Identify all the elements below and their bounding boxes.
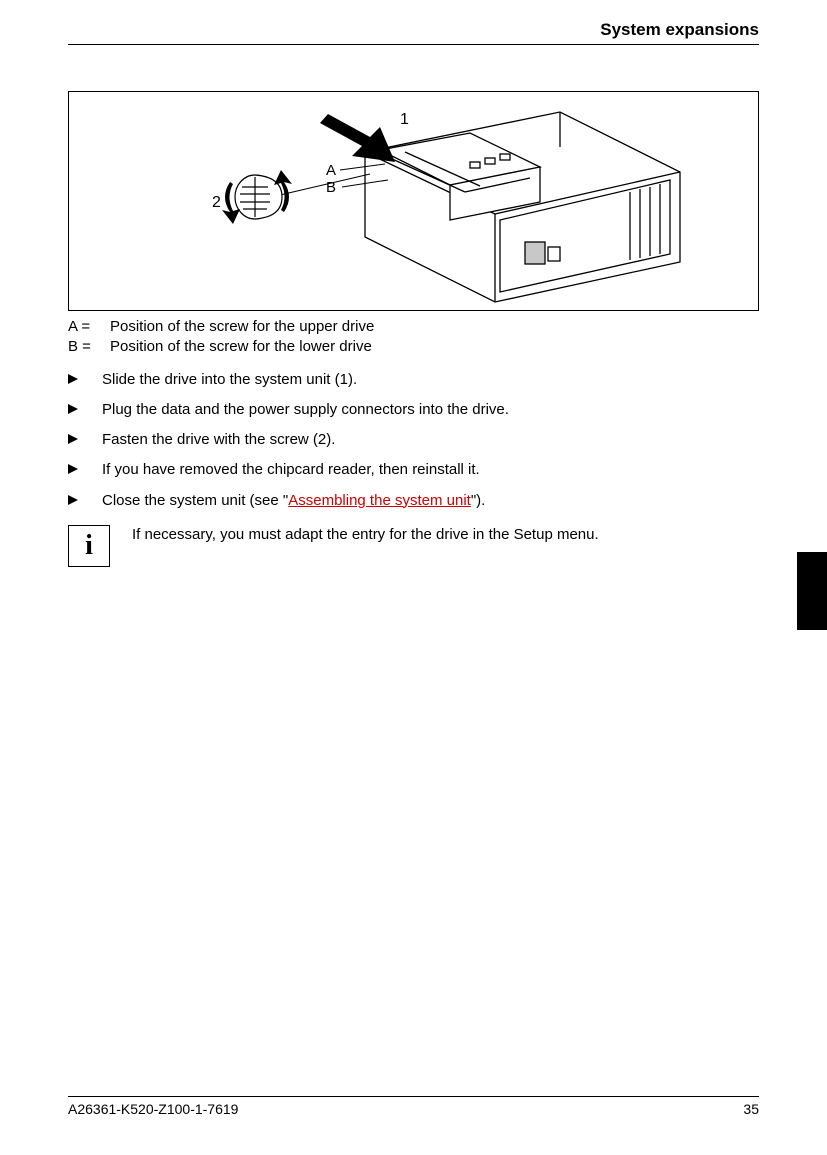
screw-assembly [222,170,370,224]
drive-install-diagram: 1 A B [70,92,758,308]
legend-key-a: A = [68,317,110,337]
doc-id: A26361-K520-Z100-1-7619 [68,1101,238,1117]
label-2: 2 [212,194,221,211]
label-1: 1 [400,111,409,128]
step-1: Slide the drive into the system unit (1)… [68,370,759,390]
footer-row: A26361-K520-Z100-1-7619 35 [68,1101,759,1117]
arrow-1 [320,114,395,162]
page-header: System expansions [68,20,759,40]
steps-list: Slide the drive into the system unit (1)… [68,370,759,511]
info-icon-glyph: i [85,530,93,562]
step-5: Close the system unit (see "Assembling t… [68,491,759,511]
legend-row-a: A = Position of the screw for the upper … [68,317,759,337]
step-5-prefix: Close the system unit (see " [102,492,288,509]
legend-text-b: Position of the screw for the lower driv… [110,337,372,357]
step-2: Plug the data and the power supply conne… [68,400,759,420]
label-A: A [326,162,336,179]
assembling-link[interactable]: Assembling the system unit [288,492,471,509]
footer: A26361-K520-Z100-1-7619 35 [68,1096,759,1117]
step-text: If you have removed the chipcard reader,… [102,460,759,480]
step-marker-icon [68,430,102,450]
step-marker-icon [68,400,102,420]
step-text: Fasten the drive with the screw (2). [102,430,759,450]
legend: A = Position of the screw for the upper … [68,317,759,358]
step-marker-icon [68,460,102,480]
header-title: System expansions [600,20,759,39]
legend-row-b: B = Position of the screw for the lower … [68,337,759,357]
footer-rule [68,1096,759,1097]
info-note: i If necessary, you must adapt the entry… [68,525,759,567]
figure-box: 1 A B [68,91,759,311]
step-5-suffix: "). [471,492,486,509]
header-rule [68,44,759,45]
step-text: Plug the data and the power supply conne… [102,400,759,420]
info-icon: i [68,525,110,567]
page: System expansions [0,0,827,1155]
side-tab [797,552,827,630]
label-B: B [326,179,336,196]
legend-key-b: B = [68,337,110,357]
legend-text-a: Position of the screw for the upper driv… [110,317,374,337]
step-3: Fasten the drive with the screw (2). [68,430,759,450]
step-text: Slide the drive into the system unit (1)… [102,370,759,390]
step-marker-icon [68,491,102,511]
info-text: If necessary, you must adapt the entry f… [132,525,599,545]
step-text: Close the system unit (see "Assembling t… [102,491,759,511]
step-4: If you have removed the chipcard reader,… [68,460,759,480]
step-marker-icon [68,370,102,390]
page-number: 35 [743,1101,759,1117]
